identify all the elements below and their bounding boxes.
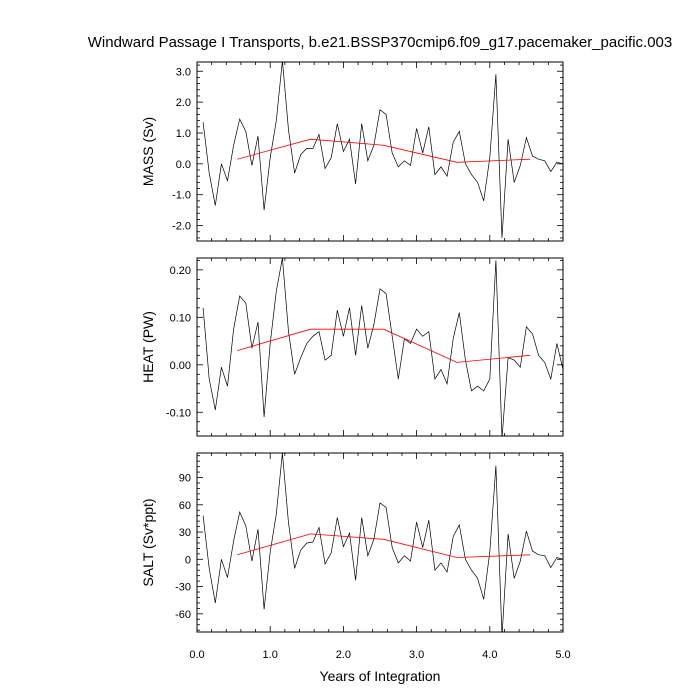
y-tick-label: -30 [175,582,191,594]
y-tick-label: 0 [185,554,191,566]
y-tick-label: 0.20 [170,265,191,277]
x-tick-label: 4.0 [482,649,497,661]
y-axis-label: HEAT (PW) [140,311,156,383]
plot-frame [196,452,564,633]
annual-mean-line [237,533,531,558]
y-tick-label: -60 [175,609,191,621]
annual-mean-line [237,138,531,163]
y-tick-label: -2.0 [172,221,191,233]
x-tick-label: 1.0 [263,649,278,661]
y-tick-label: -1.0 [172,190,191,202]
x-tick-label: 3.0 [409,649,424,661]
panel-3: -60 -30 0 30 60 90 SALT (Sv*ppt) [140,452,564,633]
annual-mean-line [237,328,531,363]
plot-frame [196,61,564,242]
y-tick-label: -0.10 [166,407,191,419]
panels: -2.0 -1.0 0.0 1.0 2.0 3.0 MASS (Sv) -0.10 0.00 0.… [140,61,564,633]
monthly-series-line [202,453,563,632]
y-tick-label: 90 [179,473,191,485]
y-tick-label: 60 [179,500,191,512]
y-axis-label: SALT (Sv*ppt) [140,498,156,586]
y-tick-label: 3.0 [176,66,191,78]
monthly-series-line [202,62,563,238]
panel-2: -0.10 0.00 0.10 0.20 HEAT (PW) [140,257,564,437]
y-tick-label: 2.0 [176,97,191,109]
x-tick-label: 5.0 [555,649,570,661]
y-axis-label: MASS (Sv) [140,117,156,186]
x-tick-label: 2.0 [336,649,351,661]
panel-1: -2.0 -1.0 0.0 1.0 2.0 3.0 MASS (Sv) [140,61,564,242]
plot-frame [196,257,564,437]
x-tick-label: 0.0 [189,649,204,661]
chart-title: Windward Passage I Transports, b.e21.BSS… [88,34,673,51]
y-tick-label: 0.00 [170,360,191,372]
x-axis-label: Years of Integration [320,668,441,684]
y-tick-label: 30 [179,527,191,539]
y-tick-label: 1.0 [176,128,191,140]
y-tick-label: 0.10 [170,312,191,324]
y-tick-label: 0.0 [176,159,191,171]
monthly-series-line [202,258,563,436]
x-axis-tick-labels: 0.0 1.0 2.0 3.0 4.0 5.0 [189,649,570,661]
